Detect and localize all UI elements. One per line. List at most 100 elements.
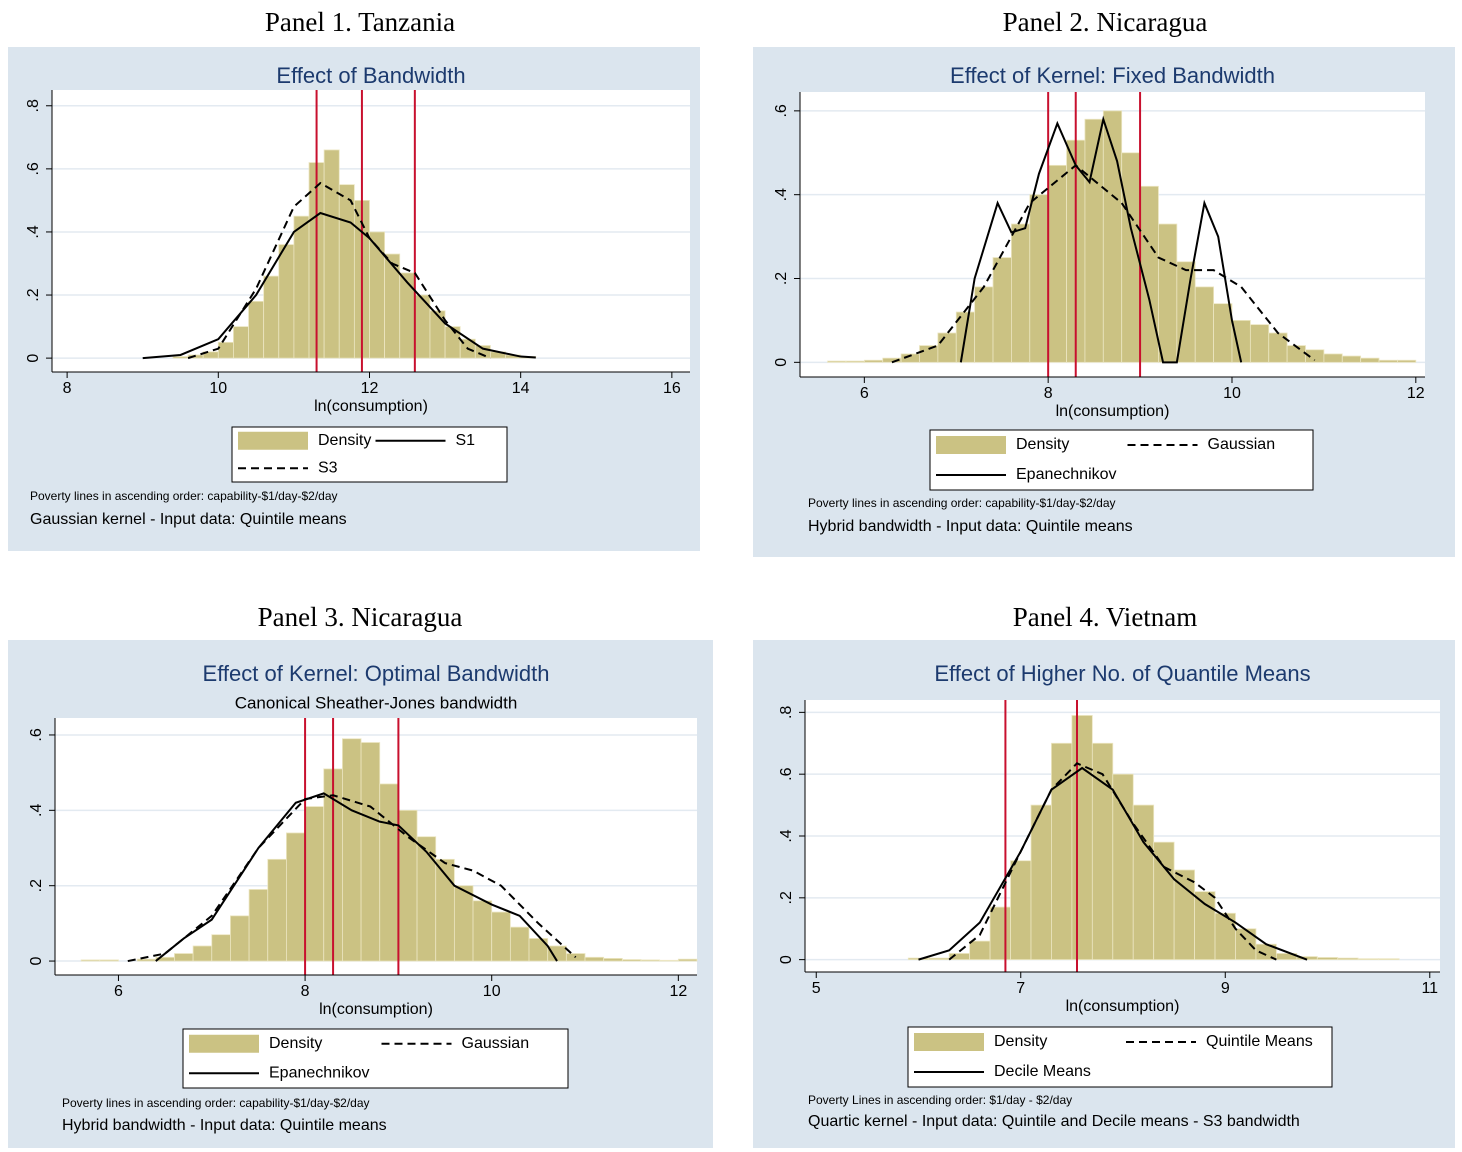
histogram-bar — [1084, 118, 1104, 363]
histogram-bar — [1010, 223, 1031, 363]
note: Hybrid bandwidth - Input data: Quintile … — [808, 518, 1133, 535]
panel: Panel 3. Nicaragua Effect of Kernel: Opti… — [8, 602, 713, 1148]
note: Poverty lines in ascending order: capabi… — [30, 489, 338, 503]
histogram-bar — [342, 738, 362, 962]
histogram-bar — [360, 742, 381, 962]
x-tick-label: 9 — [1221, 980, 1230, 997]
x-tick-label: 14 — [512, 380, 530, 397]
density-line — [155, 792, 558, 962]
histogram-bar — [369, 231, 386, 359]
legend-label: Epanechnikov — [1016, 466, 1117, 483]
y-tick-label: 0 — [773, 358, 790, 367]
y-tick-label: .6 — [773, 104, 790, 117]
note: Poverty Lines in ascending order: $1/day… — [808, 1093, 1072, 1107]
histogram-bar — [338, 184, 355, 359]
x-axis-label: ln(consumption) — [314, 398, 428, 415]
histogram-bar — [491, 911, 511, 962]
panel: Panel 4. Vietnam Effect of Higher No. of … — [753, 602, 1455, 1148]
y-tick-label: .2 — [28, 879, 45, 892]
histogram-bar — [928, 957, 950, 961]
panel: Panel 2. Nicaragua Effect of Kernel: Fixe… — [753, 7, 1455, 557]
legend-label: S1 — [456, 432, 476, 449]
legend-label: Gaussian — [462, 1035, 530, 1052]
legend-label: Density — [994, 1033, 1047, 1050]
legend-swatch — [238, 431, 308, 450]
x-tick-label: 6 — [860, 385, 869, 402]
histogram-bar — [1323, 353, 1343, 363]
histogram-bar — [278, 244, 295, 359]
histogram-bar — [1249, 324, 1270, 363]
legend-label: Decile Means — [994, 1063, 1091, 1080]
y-tick-label: .4 — [25, 225, 42, 238]
x-tick-label: 10 — [1223, 385, 1241, 402]
histogram-bar — [174, 953, 194, 962]
histogram-bar — [1030, 804, 1052, 961]
chart-title: Effect of Higher No. of Quantile Means — [934, 661, 1310, 686]
histogram-bar — [584, 956, 605, 962]
histogram-bar — [1357, 958, 1380, 961]
histogram-bar — [547, 945, 567, 962]
histogram-bar — [80, 959, 101, 962]
x-tick-label: 12 — [1407, 385, 1425, 402]
histogram-bar — [304, 806, 325, 962]
histogram-bar — [1010, 860, 1032, 961]
legend-swatch — [914, 1033, 984, 1051]
histogram-bar — [472, 900, 493, 962]
histogram-bar — [1051, 742, 1073, 961]
chart-title: Effect of Kernel: Fixed Bandwidth — [950, 63, 1275, 88]
histogram-bar — [1378, 958, 1400, 961]
legend-label: Density — [1016, 436, 1069, 453]
histogram-bar — [1071, 715, 1093, 961]
legend-label: Quintile Means — [1206, 1033, 1313, 1050]
panel-title: Panel 2. Nicaragua — [1003, 7, 1208, 37]
histogram-bar — [1235, 928, 1257, 961]
y-tick-label: .2 — [778, 891, 795, 904]
chart-subtitle: Canonical Sheather-Jones bandwidth — [235, 693, 518, 712]
x-tick-label: 7 — [1016, 980, 1025, 997]
density-line — [891, 164, 1316, 364]
legend-swatch — [936, 436, 1006, 454]
histogram-bar — [1378, 359, 1398, 363]
legend-label: S3 — [318, 459, 338, 476]
histogram-bar — [640, 959, 661, 962]
histogram-bar — [1341, 355, 1362, 363]
density-line — [142, 211, 536, 360]
x-tick-label: 5 — [812, 980, 821, 997]
y-tick-label: .8 — [778, 706, 795, 719]
histogram-bar — [827, 360, 847, 363]
histogram-bar — [1213, 303, 1233, 363]
x-tick-label: 12 — [669, 983, 687, 1000]
histogram-bar — [621, 959, 642, 962]
y-tick-label: .4 — [778, 829, 795, 842]
y-tick-label: .8 — [25, 99, 42, 112]
note: Gaussian kernel - Input data: Quintile m… — [30, 511, 347, 528]
histogram-bar — [172, 356, 189, 359]
y-tick-label: 0 — [778, 955, 795, 964]
legend-label: Density — [269, 1035, 322, 1052]
histogram-bar — [286, 832, 306, 962]
histogram-bar — [323, 149, 340, 359]
panel-title: Panel 1. Tanzania — [265, 7, 455, 37]
note: Hybrid bandwidth - Input data: Quintile … — [62, 1117, 387, 1134]
y-tick-label: .4 — [773, 188, 790, 201]
histogram-bar — [1029, 194, 1049, 363]
x-tick-label: 6 — [114, 983, 123, 1000]
histogram-bar — [1047, 164, 1067, 363]
note: Poverty lines in ascending order: capabi… — [62, 1096, 370, 1110]
histogram-bar — [1397, 359, 1417, 363]
histogram-bar — [267, 858, 287, 962]
histogram-bar — [1112, 773, 1134, 961]
x-tick-label: 10 — [209, 380, 227, 397]
histogram-bar — [211, 934, 231, 962]
histogram-bar — [1173, 869, 1195, 961]
note: Poverty lines in ascending order: capabi… — [808, 496, 1116, 510]
legend-label: Epanechnikov — [269, 1064, 370, 1081]
histogram-bar — [974, 286, 994, 363]
histogram-bar — [509, 926, 530, 962]
x-axis-label: ln(consumption) — [1066, 998, 1180, 1015]
histogram-bar — [1194, 286, 1215, 363]
legend-label: Density — [318, 432, 371, 449]
histogram-bar — [969, 940, 991, 961]
histogram-bar — [1194, 891, 1216, 961]
